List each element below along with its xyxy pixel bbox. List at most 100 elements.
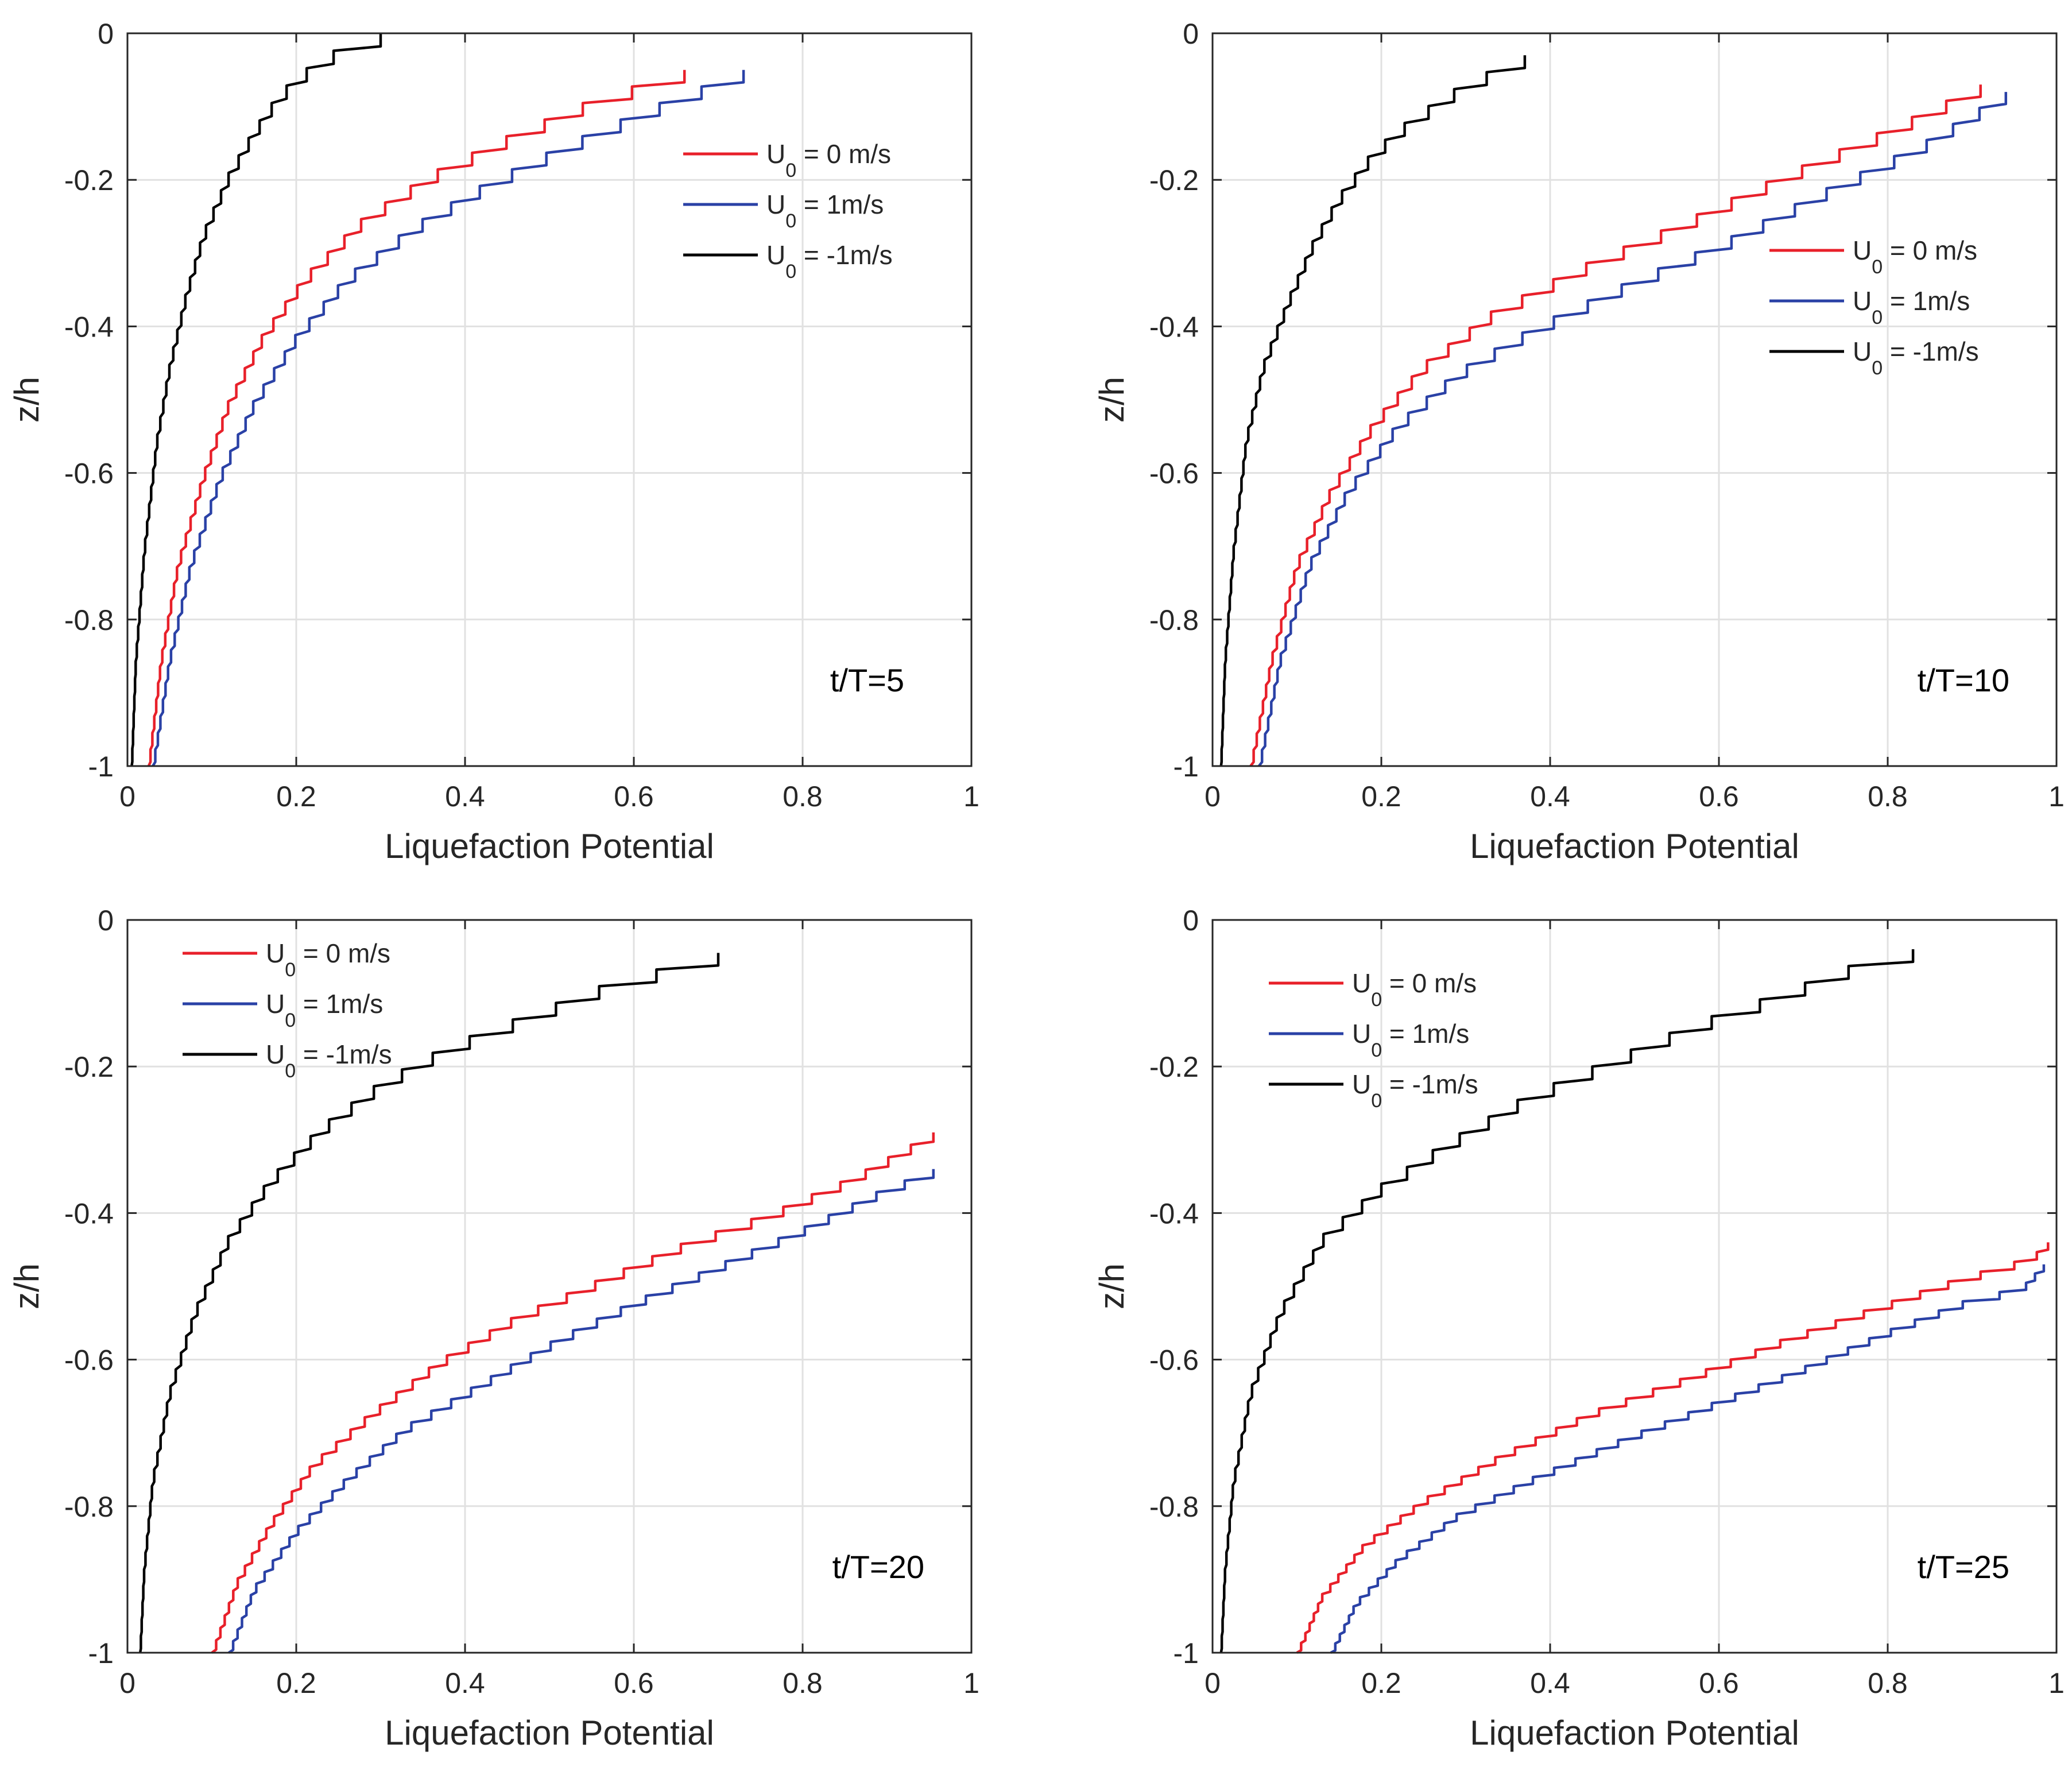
y-tick-label: -1 [88,751,114,783]
series-line-3 [1219,949,1915,1653]
x-tick-label: 0.6 [1699,1667,1739,1699]
x-tick-label: 0.2 [276,1667,316,1699]
plot-frame [126,32,973,767]
x-tick-label: 0 [1205,780,1221,813]
series-line-1 [211,1132,935,1654]
y-tick-label: -0.6 [64,1344,114,1376]
x-tick-label: 1 [2048,780,2065,813]
plot-frame [126,919,973,1654]
panel-annotation: t/T=20 [832,1549,924,1585]
y-tick-label: -0.2 [64,164,114,196]
y-axis-title: z/h [1093,377,1131,423]
series-line-1 [1249,84,1982,767]
plot-area [1213,33,2056,766]
legend-label: U0 = 1m/s [766,190,884,232]
y-tick-label: -1 [1174,751,1199,783]
y-tick-label: 0 [1183,904,1199,937]
x-tick-label: 0.4 [1530,780,1570,813]
y-tick-label: -0.4 [64,1197,114,1229]
legend-label: U0 = 1m/s [1352,1019,1469,1061]
y-tick-label: -0.8 [64,1491,114,1523]
panel-3: 0 0.2 0.4 0.6 0.8 1 0 -0.2 -0.4 -0.6 -0.8 -1 Liquefa… [7,904,979,1752]
x-tick-label: 0.6 [614,1667,654,1699]
x-tick-label: 0.8 [1868,1667,1908,1699]
x-tick-label: 0.2 [1361,1667,1401,1699]
plot-area [127,33,971,766]
y-tick-label: -0.6 [1149,1344,1199,1376]
panel-1: 0 0.2 0.4 0.6 0.8 1 0 -0.2 -0.4 -0.6 -0.8 -1 Liquefa… [7,18,979,865]
y-tick-label: -0.8 [1149,1491,1199,1523]
legend-label: U0 = -1m/s [766,240,893,283]
y-tick-label: -0.4 [1149,311,1199,343]
y-tick-label: -0.2 [1149,1051,1199,1083]
x-tick-label: 0.4 [445,1667,485,1699]
x-tick-label: 0.2 [276,780,316,813]
y-tick-label: -0.8 [64,604,114,636]
series-line-3 [1219,55,1527,767]
x-tick-label: 0.8 [783,1667,823,1699]
x-axis-title: Liquefaction Potential [1470,1714,1799,1752]
y-tick-label: -0.8 [1149,604,1199,636]
y-axis-title: z/h [1093,1263,1131,1309]
x-tick-label: 0.8 [1868,780,1908,813]
legend: U0 = 0 m/s U0 = 1m/s U0 = -1m/s [1769,235,1979,379]
y-tick-label: -1 [1174,1637,1199,1669]
x-tick-label: 1 [963,780,979,813]
series-line-1 [147,69,686,767]
x-axis-title: Liquefaction Potential [385,827,714,865]
y-tick-label: -0.4 [1149,1197,1199,1229]
x-tick-label: 0.6 [1699,780,1739,813]
legend-label: U0 = 0 m/s [766,139,891,181]
y-tick-label: -0.2 [1149,164,1199,196]
panel-annotation: t/T=5 [830,662,904,698]
panel-2: 0 0.2 0.4 0.6 0.8 1 0 -0.2 -0.4 -0.6 -0.8 -1 Liquefa… [1093,18,2065,865]
x-tick-label: 0.4 [445,780,485,813]
plot-area [1213,920,2056,1653]
panel-annotation: t/T=25 [1918,1549,2009,1585]
y-tick-label: -0.6 [64,458,114,490]
series-line-2 [1258,92,2008,767]
series-line-3 [138,953,720,1653]
x-tick-label: 0.4 [1530,1667,1570,1699]
y-tick-label: -0.4 [64,311,114,343]
panel-annotation: t/T=10 [1918,662,2009,698]
x-tick-label: 0.2 [1361,780,1401,813]
x-tick-label: 0 [119,780,135,813]
legend-label: U0 = 1m/s [1853,286,1970,328]
x-tick-label: 0 [1205,1667,1221,1699]
x-axis-title: Liquefaction Potential [1470,827,1799,865]
legend-label: U0 = 0 m/s [1853,235,1977,278]
y-tick-label: 0 [1183,18,1199,50]
series-line-2 [152,69,745,767]
legend-label: U0 = 0 m/s [1352,968,1477,1011]
x-tick-label: 0.8 [783,780,823,813]
y-tick-label: -0.2 [64,1051,114,1083]
y-tick-label: -1 [88,1637,114,1669]
x-tick-label: 0 [119,1667,135,1699]
y-axis-title: z/h [7,1263,46,1309]
legend: U0 = 0 m/s U0 = 1m/s U0 = -1m/s [183,938,392,1082]
x-tick-label: 1 [2048,1667,2065,1699]
series-line-2 [228,1169,935,1654]
y-axis-title: z/h [7,377,46,423]
x-tick-label: 1 [963,1667,979,1699]
plot-frame [1211,919,2058,1654]
legend-label: U0 = 0 m/s [266,938,390,981]
plot-area [127,920,971,1653]
plot-frame [1211,32,2058,767]
y-tick-label: 0 [98,904,114,937]
panel-4: 0 0.2 0.4 0.6 0.8 1 0 -0.2 -0.4 -0.6 -0.8 -1 Liquefa… [1093,904,2065,1752]
legend: U0 = 0 m/s U0 = 1m/s U0 = -1m/s [683,139,893,283]
series-line-2 [1330,1264,2046,1654]
legend-label: U0 = -1m/s [1352,1069,1478,1112]
legend-label: U0 = -1m/s [1853,337,1979,379]
y-tick-label: 0 [98,18,114,50]
x-axis-title: Liquefaction Potential [385,1714,714,1752]
legend: U0 = 0 m/s U0 = 1m/s U0 = -1m/s [1269,968,1478,1112]
y-tick-label: -0.6 [1149,458,1199,490]
series-line-3 [130,33,382,767]
legend-label: U0 = -1m/s [266,1039,392,1082]
series-line-1 [1296,1242,2050,1654]
legend-label: U0 = 1m/s [266,989,383,1031]
